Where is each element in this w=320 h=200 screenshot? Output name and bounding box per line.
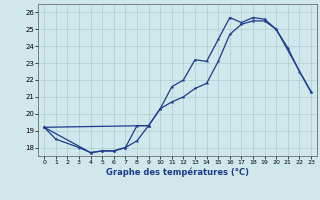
X-axis label: Graphe des températures (°C): Graphe des températures (°C) (106, 168, 249, 177)
